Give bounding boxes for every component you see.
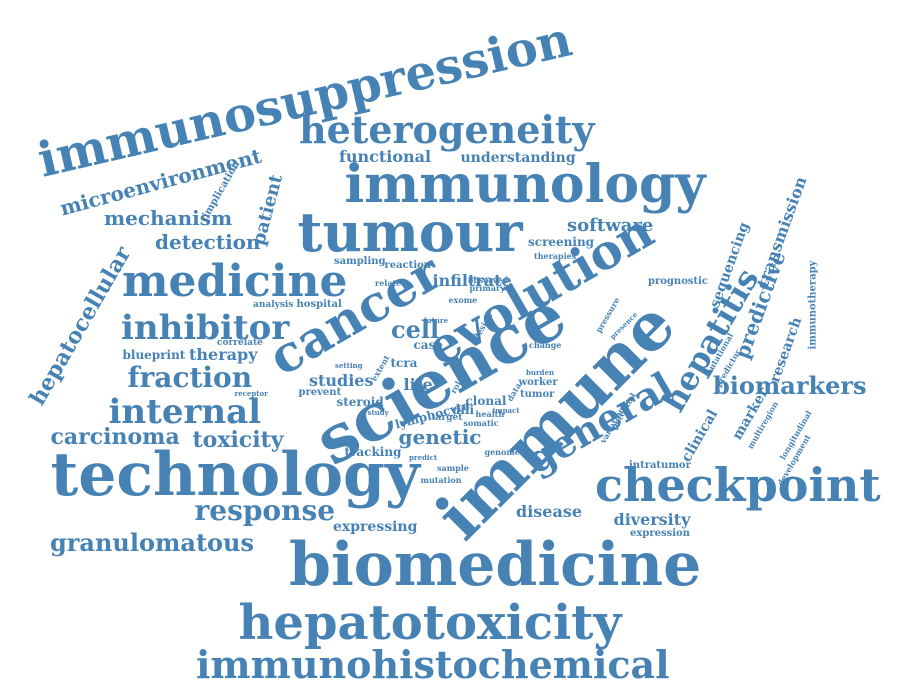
- word-infiltrate: infiltrate: [432, 271, 512, 290]
- word-case: case: [413, 338, 443, 352]
- word-worker: worker: [518, 377, 558, 388]
- word-tracking: tracking: [344, 445, 402, 459]
- word-tcra: tcra: [390, 356, 418, 370]
- word-expressing: expressing: [333, 519, 418, 535]
- word-setting: setting: [335, 360, 363, 370]
- word-expression: expression: [630, 528, 690, 539]
- word-inhibitor: inhibitor: [121, 308, 290, 348]
- word-primary: primary: [469, 283, 505, 293]
- word-immunohistochemical: immunohistochemical: [196, 642, 670, 684]
- word-tumor: tumor: [520, 389, 555, 400]
- word-disease: disease: [516, 502, 583, 521]
- word-medicine: medicine: [122, 256, 348, 307]
- word-cell: cell: [391, 315, 440, 344]
- word-impact: impact: [492, 405, 520, 415]
- word-sampling: sampling: [334, 256, 386, 267]
- word-patient: patient: [248, 172, 288, 248]
- word-future: future: [423, 315, 449, 325]
- word-correlate: correlate: [217, 337, 263, 348]
- word-change: change: [529, 340, 562, 350]
- word-analysis: analysis: [253, 299, 294, 310]
- word-understanding: understanding: [460, 150, 576, 166]
- word-therapy: therapy: [189, 345, 258, 364]
- word-carcinoma: carcinoma: [50, 424, 180, 450]
- word-study: study: [367, 407, 389, 417]
- word-intratumor: intratumor: [629, 460, 691, 471]
- word-dili: dili: [452, 403, 475, 417]
- word-hepatotoxicity: hepatotoxicity: [238, 595, 622, 651]
- word-target: target: [431, 412, 463, 423]
- word-heterogeneity: heterogeneity: [299, 107, 595, 152]
- word-reaction: reaction: [384, 260, 432, 271]
- word-screening: screening: [528, 235, 595, 249]
- word-burden: burden: [526, 367, 555, 377]
- word-genome: genome: [484, 447, 520, 457]
- word-blueprint: blueprint: [122, 348, 186, 362]
- word-internal: internal: [108, 392, 262, 432]
- word-prevent: prevent: [298, 387, 342, 398]
- word-life: life: [403, 375, 433, 394]
- word-observed: observed: [468, 275, 509, 285]
- word-exome: exome: [448, 295, 478, 305]
- word-health: health: [475, 409, 505, 419]
- word-genetic: genetic: [398, 425, 482, 449]
- word-predict: predict: [409, 452, 438, 462]
- word-biomedicine: biomedicine: [289, 530, 702, 600]
- word-software: software: [567, 215, 654, 236]
- word-toxicity: toxicity: [192, 427, 284, 453]
- word-immunotherapy: immunotherapy: [806, 260, 818, 350]
- word-mutation: mutation: [420, 475, 462, 485]
- word-related: related: [375, 278, 407, 288]
- word-fraction: fraction: [127, 361, 253, 394]
- word-prognostic: prognostic: [648, 276, 708, 287]
- word-response: response: [194, 494, 336, 527]
- word-steroid: steroid: [336, 395, 384, 409]
- word-biomarkers: biomarkers: [713, 371, 867, 400]
- word-granulomatous: granulomatous: [50, 528, 254, 557]
- word-hepatocellular: hepatocellular: [23, 242, 136, 410]
- word-detection: detection: [155, 230, 261, 254]
- word-functional: functional: [339, 147, 432, 166]
- word-therapies: therapies: [534, 251, 577, 261]
- word-mechanism: mechanism: [104, 206, 233, 230]
- word-somatic: somatic: [463, 418, 499, 428]
- word-receptor: receptor: [234, 388, 268, 398]
- word-hospital: hospital: [296, 299, 342, 310]
- word-sample: sample: [437, 463, 469, 473]
- word-immunology: immunology: [344, 154, 706, 215]
- word-diversity: diversity: [613, 510, 691, 529]
- word-tumour: tumour: [297, 200, 523, 264]
- word-checkpoint: checkpoint: [595, 458, 881, 512]
- word-clonal: clonal: [465, 394, 507, 408]
- word-technology: technology: [50, 440, 420, 510]
- word-studies: studies: [309, 371, 374, 390]
